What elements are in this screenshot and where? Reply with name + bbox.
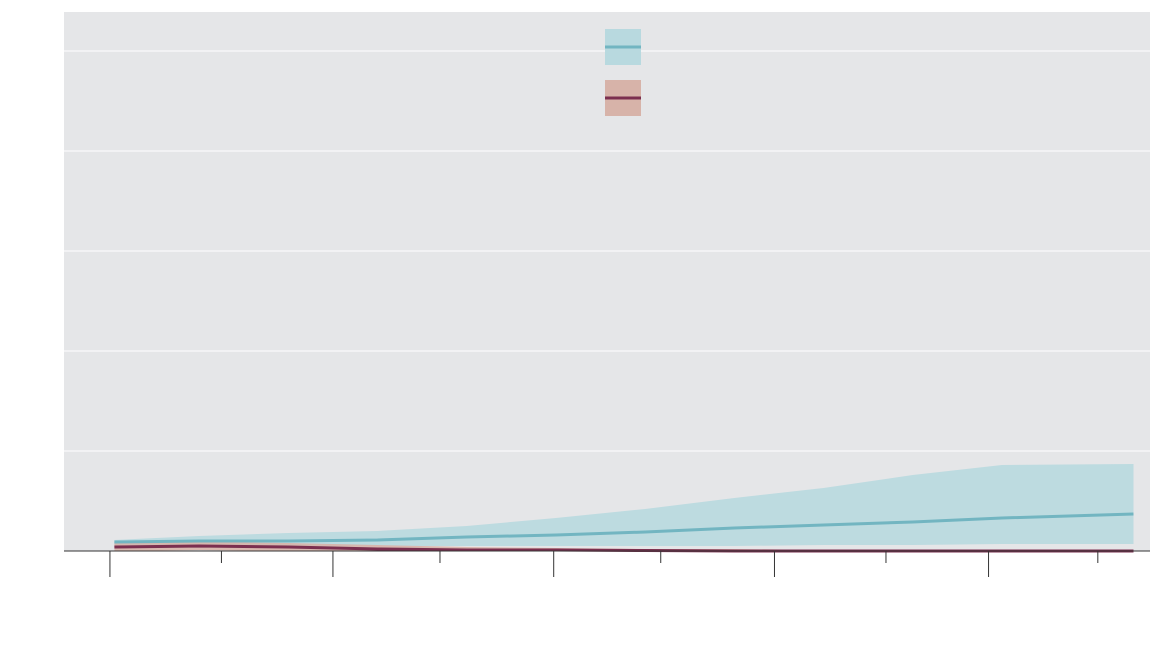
series-line bbox=[114, 512, 1134, 544]
confidence-band bbox=[114, 464, 1134, 547]
